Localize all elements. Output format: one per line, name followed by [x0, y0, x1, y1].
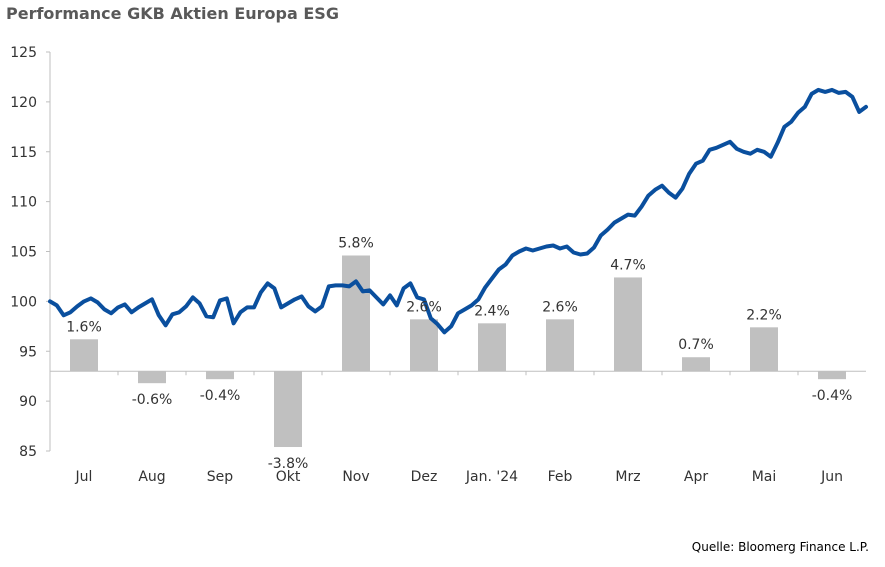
bar-12 [818, 371, 846, 380]
bar-label-4: -3.8% [268, 456, 309, 472]
x-tick-label-7: Jan. '24 [465, 469, 518, 485]
bar-label-5: 5.8% [338, 235, 374, 251]
bar-label-2: -0.6% [132, 392, 173, 408]
y-tick-label-125: 125 [10, 45, 37, 61]
x-tick-label-3: Sep [207, 469, 234, 485]
x-tick-label-2: Aug [138, 469, 165, 485]
y-tick-label-100: 100 [10, 294, 37, 310]
bar-label-1: 1.6% [66, 319, 102, 335]
bar-label-12: -0.4% [812, 388, 853, 404]
bar-label-3: -0.4% [200, 388, 241, 404]
y-tick-label-90: 90 [19, 394, 37, 410]
bar-9 [614, 277, 642, 372]
index-line [48, 87, 868, 335]
bar-11 [750, 327, 778, 372]
axes-layer: 85 90 95 100 105 110 115 120 125 Jul Aug Sep Okt Nov D… [10, 45, 866, 485]
line-layer [48, 87, 868, 335]
bar-2 [138, 371, 166, 384]
bar-6 [410, 319, 438, 372]
y-tick-label-110: 110 [10, 195, 37, 211]
bar-label-6: 2.6% [406, 299, 442, 315]
x-tick-label-12: Jun [820, 469, 843, 485]
x-tick-label-1: Jul [75, 469, 93, 485]
x-tick-label-8: Feb [548, 469, 573, 485]
bar-1 [70, 339, 98, 372]
x-tick-label-9: Mrz [615, 469, 640, 485]
bar-label-11: 2.2% [746, 307, 782, 323]
x-tick-label-6: Dez [411, 469, 438, 485]
y-tick-label-105: 105 [10, 245, 37, 261]
x-tick-label-4: Okt [276, 469, 301, 485]
bar-label-9: 4.7% [610, 257, 646, 273]
chart-title: Performance GKB Aktien Europa ESG [6, 4, 339, 23]
bar-8 [546, 319, 574, 372]
bar-10 [682, 357, 710, 372]
labels-layer: 1.6% -0.6% -0.4% -3.8% 5.8% 2.6% 2.4% 2.6% 4.7% 0… [66, 235, 852, 472]
x-tick-label-5: Nov [342, 469, 369, 485]
x-tick-label-10: Apr [684, 469, 708, 485]
bar-label-10: 0.7% [678, 337, 714, 353]
bar-3 [206, 371, 234, 380]
y-tick-label-120: 120 [10, 95, 37, 111]
bar-5 [342, 255, 370, 372]
bar-label-8: 2.6% [542, 299, 578, 315]
x-tick-label-11: Mai [752, 469, 777, 485]
y-tick-label-95: 95 [19, 344, 37, 360]
bar-7 [478, 323, 506, 372]
bar-label-7: 2.4% [474, 303, 510, 319]
bar-4 [274, 371, 302, 448]
source-note: Quelle: Bloomerg Finance L.P. [691, 540, 869, 554]
y-tick-label-85: 85 [19, 444, 37, 460]
bars-layer [70, 255, 846, 448]
y-tick-label-115: 115 [10, 145, 37, 161]
